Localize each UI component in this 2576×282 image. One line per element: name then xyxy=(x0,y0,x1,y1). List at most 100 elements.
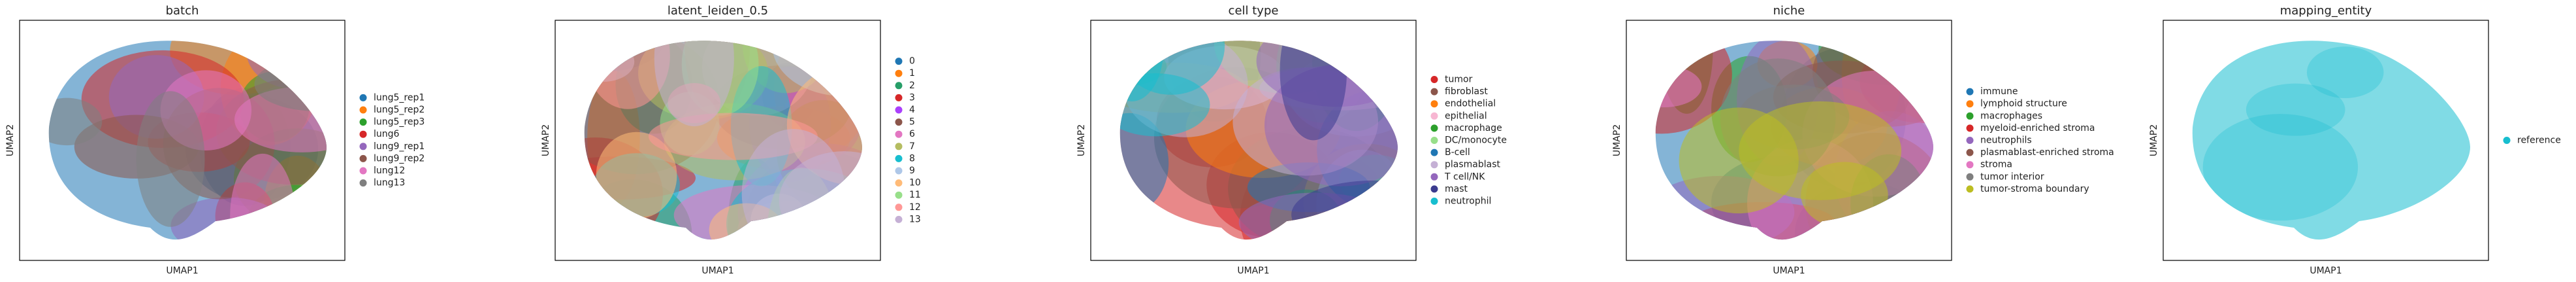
legend-marker xyxy=(1430,112,1438,120)
legend-marker xyxy=(895,203,903,211)
legend-label: plasmablast-enriched stroma xyxy=(1980,147,2114,158)
legend-marker xyxy=(359,179,367,187)
legend-label: plasmablast xyxy=(1445,160,1501,170)
legend-label: stroma xyxy=(1980,160,2012,170)
legend-marker xyxy=(359,118,367,126)
legend-label: 7 xyxy=(909,141,915,152)
legend-label: tumor-stroma boundary xyxy=(1980,184,2089,194)
legend-label: lung5_rep2 xyxy=(374,105,425,115)
legend-marker xyxy=(895,106,903,114)
chart-title: latent_leiden_0.5 xyxy=(668,4,768,18)
point-cloud xyxy=(2192,41,2470,240)
panel: batch UMAP1 UMAP2 lung5_rep1 lung5_rep2 lung5… xyxy=(5,4,425,276)
legend-label: B-cell xyxy=(1445,147,1470,158)
legend-label: 8 xyxy=(909,153,915,164)
legend-label: myeloid-enriched stroma xyxy=(1980,123,2095,133)
cluster-blob xyxy=(230,153,296,240)
legend-label: lymphoid structure xyxy=(1980,99,2067,109)
legend-marker xyxy=(359,167,367,175)
legend-label: lung9_rep1 xyxy=(374,141,425,152)
cluster-blob xyxy=(1679,107,1799,214)
cluster-blob xyxy=(136,91,205,227)
legend-marker xyxy=(1966,149,1974,156)
panel: niche UMAP1 UMAP2 immune lymphoid structure m… xyxy=(1612,4,2114,276)
legend-label: tumor xyxy=(1445,75,1473,85)
y-axis-label: UMAP2 xyxy=(5,124,16,156)
axes-frame xyxy=(19,20,346,261)
cluster-blob xyxy=(48,194,89,240)
legend-label: reference xyxy=(2517,135,2561,146)
legend-label: lung13 xyxy=(374,178,405,188)
legend-label: 12 xyxy=(909,202,921,213)
legend-marker xyxy=(895,154,903,162)
legend-label: lung5_rep3 xyxy=(374,117,425,128)
cluster-blob xyxy=(779,151,862,240)
legend-marker xyxy=(895,167,903,175)
x-axis-label: UMAP1 xyxy=(1773,266,1805,276)
legend-marker xyxy=(895,130,903,138)
legend-marker xyxy=(895,94,903,101)
panel: latent_leiden_0.5UMAP1UMAP20123456789101… xyxy=(541,4,921,276)
legend-label: 5 xyxy=(909,117,915,128)
legend-label: 6 xyxy=(909,129,915,139)
cluster-blob xyxy=(2306,46,2384,99)
legend-marker xyxy=(1966,88,1974,96)
legend-label: immune xyxy=(1980,86,2018,97)
cluster-blob xyxy=(1119,41,1164,101)
legend-label: 2 xyxy=(909,80,915,91)
chart-title: cell type xyxy=(1229,4,1279,18)
chart-title: mapping_entity xyxy=(2280,4,2372,18)
legend-marker xyxy=(895,58,903,65)
axes-frame xyxy=(2163,20,2489,261)
cluster-blob xyxy=(2246,83,2345,136)
legend-marker xyxy=(359,130,367,138)
legend-marker xyxy=(1966,173,1974,181)
legend-marker xyxy=(1966,100,1974,108)
cluster-blob xyxy=(234,86,327,152)
cluster-blob xyxy=(2202,114,2359,221)
legend-label: 4 xyxy=(909,105,915,115)
cluster-blob xyxy=(1119,113,1169,213)
legend-marker xyxy=(1966,124,1974,132)
legend-marker xyxy=(1430,124,1438,132)
point-cloud xyxy=(584,41,862,240)
cluster-blob xyxy=(1655,65,1702,108)
cluster-blob xyxy=(1347,41,1398,85)
x-axis-label: UMAP1 xyxy=(166,266,198,276)
legend-marker xyxy=(1430,173,1438,181)
legend-marker xyxy=(1430,137,1438,144)
legend-marker xyxy=(2503,137,2511,144)
legend-label: 3 xyxy=(909,92,915,103)
legend-marker xyxy=(895,118,903,126)
chart-title: batch xyxy=(166,4,199,18)
legend-label: neutrophil xyxy=(1445,196,1491,207)
axes-frame xyxy=(555,20,881,261)
y-axis-label: UMAP2 xyxy=(541,124,551,156)
legend-label: 9 xyxy=(909,166,915,176)
axes-frame xyxy=(1090,20,1417,261)
x-axis-label: UMAP1 xyxy=(701,266,733,276)
legend-label: endothelial xyxy=(1445,99,1496,109)
legend-label: neutrophils xyxy=(1980,135,2032,146)
legend-label: lung6 xyxy=(374,129,400,139)
legend-marker xyxy=(1966,185,1974,193)
legend-marker xyxy=(359,143,367,150)
legend-marker xyxy=(895,69,903,77)
legend-label: tumor interior xyxy=(1980,171,2044,182)
legend-marker xyxy=(1966,112,1974,120)
legend-label: macrophage xyxy=(1445,123,1502,133)
legend-marker xyxy=(1430,88,1438,96)
legend-label: lung5_rep1 xyxy=(374,92,425,103)
legend-label: 0 xyxy=(909,56,915,67)
panel: mapping_entity UMAP1 UMAP2 reference xyxy=(2149,4,2561,276)
axes-frame xyxy=(1626,20,1952,261)
legend-marker xyxy=(1430,76,1438,83)
legend-marker xyxy=(895,82,903,90)
legend-label: DC/monocyte xyxy=(1445,135,1507,146)
legend-label: 10 xyxy=(909,178,921,188)
legend-marker xyxy=(1430,185,1438,193)
legend-marker xyxy=(359,94,367,101)
legend-label: macrophages xyxy=(1980,111,2042,121)
